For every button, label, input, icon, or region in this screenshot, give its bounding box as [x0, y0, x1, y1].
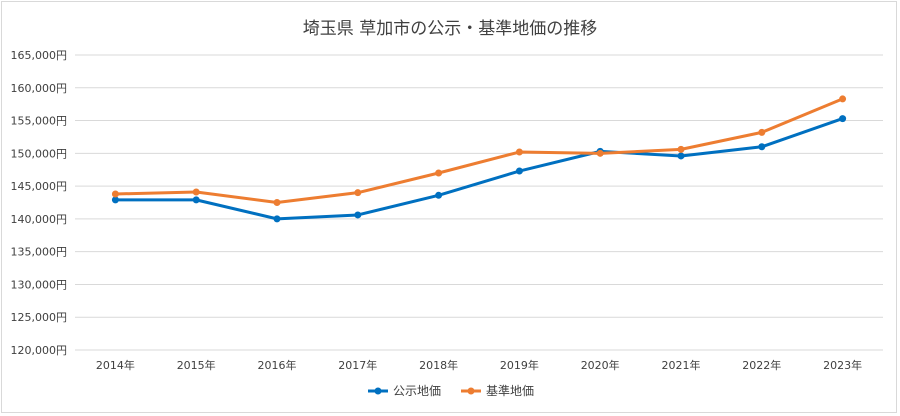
y-tick-label: 155,000円: [11, 115, 68, 128]
series-group: [111, 95, 847, 223]
x-tick-label: 2021年: [662, 358, 701, 372]
data-point: [758, 143, 766, 151]
x-tick-label: 2019年: [500, 358, 539, 372]
data-point: [354, 211, 362, 219]
y-tick-label: 165,000円: [11, 49, 68, 62]
x-tick-label: 2023年: [823, 358, 862, 372]
data-point: [192, 188, 200, 196]
data-point: [354, 189, 362, 197]
data-point: [111, 190, 119, 198]
y-tick-label: 150,000円: [11, 147, 68, 160]
data-point: [192, 196, 200, 204]
data-point: [273, 199, 281, 206]
data-point: [435, 191, 443, 199]
y-tick-label: 140,000円: [11, 213, 68, 226]
chart-title: 埼玉県 草加市の公示・基準地価の推移: [302, 19, 598, 39]
x-tick-label: 2017年: [338, 358, 377, 372]
y-tick-label: 160,000円: [11, 82, 68, 95]
x-tick-label: 2020年: [581, 358, 620, 372]
x-tick-label: 2022年: [742, 358, 781, 372]
x-tick-label: 2015年: [177, 358, 216, 372]
legend-label: 公示地価: [393, 384, 441, 398]
y-axis-ticks: 120,000円 125,000円 130,000円 135,000円 140,000円…: [11, 49, 68, 357]
data-point: [839, 115, 847, 123]
x-axis-ticks: 2014年 2015年 2016年 2017年 2018年 2019年 2020年 2021年…: [96, 358, 862, 372]
y-tick-label: 120,000円: [11, 344, 68, 357]
series-line-1: [113, 117, 845, 221]
data-point: [839, 95, 847, 103]
y-tick-label: 135,000円: [11, 246, 68, 259]
y-tick-label: 125,000円: [11, 311, 68, 324]
legend-swatch-marker: [374, 387, 382, 395]
data-point: [111, 196, 119, 204]
grid-lines: [75, 54, 883, 351]
data-point: [515, 148, 523, 156]
data-point: [758, 128, 766, 136]
data-point: [677, 152, 685, 160]
data-point: [677, 145, 685, 153]
legend-swatch-marker: [467, 387, 475, 395]
x-tick-label: 2016年: [258, 358, 297, 372]
y-tick-label: 130,000円: [11, 278, 68, 291]
legend: 公示地価 基準地価: [368, 383, 534, 398]
data-point: [273, 215, 281, 223]
x-tick-label: 2018年: [419, 358, 458, 372]
data-point: [596, 149, 604, 157]
x-tick-label: 2014年: [96, 358, 135, 372]
data-point: [515, 167, 523, 175]
legend-label: 基準地価: [486, 383, 534, 398]
data-point: [435, 169, 443, 177]
series-line-2: [113, 97, 845, 204]
y-tick-label: 145,000円: [11, 180, 68, 193]
